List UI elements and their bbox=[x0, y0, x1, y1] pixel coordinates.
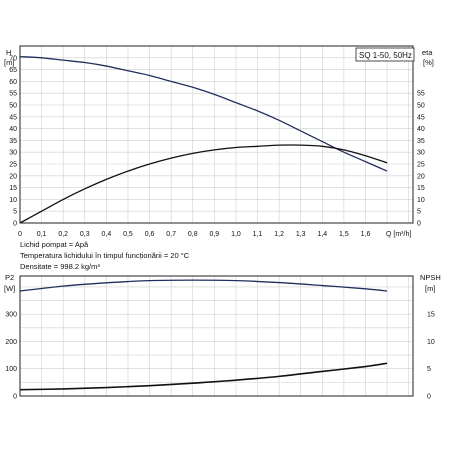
head-tick-label: 35 bbox=[9, 138, 17, 145]
x-tick-label: 0,5 bbox=[123, 231, 133, 238]
x-tick-label: 0,7 bbox=[166, 231, 176, 238]
efficiency-tick-label: 55 bbox=[417, 91, 425, 98]
efficiency-axis-unit: [%] bbox=[423, 58, 434, 67]
efficiency-tick-label: 5 bbox=[417, 209, 421, 216]
x-tick-label: 1,3 bbox=[296, 231, 306, 238]
power-tick-label: 0 bbox=[13, 394, 17, 401]
head-tick-label: 30 bbox=[9, 150, 17, 157]
power-tick-label: 100 bbox=[5, 366, 17, 373]
power-axis-label: P2 bbox=[5, 273, 14, 282]
head-tick-label: 60 bbox=[9, 79, 17, 86]
head-curve bbox=[19, 55, 388, 172]
x-tick-label: 0,1 bbox=[37, 231, 47, 238]
head-tick-label: 40 bbox=[9, 126, 17, 133]
x-tick-label: 0,2 bbox=[58, 231, 68, 238]
x-tick-label: 1,5 bbox=[339, 231, 349, 238]
npsh-axis-unit: [m] bbox=[425, 284, 435, 293]
efficiency-tick-label: 50 bbox=[417, 103, 425, 110]
power-axis-unit: [W] bbox=[4, 284, 15, 293]
head-tick-label: 45 bbox=[9, 114, 17, 121]
head-tick-label: 0 bbox=[13, 221, 17, 228]
x-tick-label: 1,4 bbox=[317, 231, 327, 238]
efficiency-tick-label: 10 bbox=[417, 197, 425, 204]
head-axis-label: H bbox=[6, 48, 11, 57]
info-liquid-temperature: Temperatura lichidului în timpul funcțio… bbox=[20, 251, 190, 260]
x-tick-label: 1,1 bbox=[253, 231, 263, 238]
efficiency-tick-label: 25 bbox=[417, 162, 425, 169]
head-tick-label: 10 bbox=[9, 197, 17, 204]
chart-title-box bbox=[355, 47, 415, 62]
x-tick-label: 1,6 bbox=[361, 231, 371, 238]
efficiency-curve bbox=[19, 144, 388, 224]
npsh-tick-label: 0 bbox=[427, 394, 431, 401]
head-chart-x-ticks: 0 0,1 0,2 0,3 0,4 0,5 0,6 0,7 0,8 0,9 1,0 1,1 1,2 1,3… bbox=[18, 231, 370, 238]
npsh-curve bbox=[19, 362, 388, 391]
power-chart-series bbox=[19, 279, 388, 391]
efficiency-tick-label: 15 bbox=[417, 185, 425, 192]
head-tick-label: 50 bbox=[9, 103, 17, 110]
x-tick-label: 1,0 bbox=[231, 231, 241, 238]
npsh-axis-label: NPSH bbox=[420, 273, 441, 282]
efficiency-tick-label: 20 bbox=[417, 173, 425, 180]
efficiency-axis-label: eta bbox=[422, 48, 433, 57]
efficiency-tick-label: 35 bbox=[417, 138, 425, 145]
efficiency-tick-label: 0 bbox=[417, 221, 421, 228]
x-tick-label: 0,3 bbox=[80, 231, 90, 238]
power-left-ticks: 0 100 200 300 bbox=[5, 312, 17, 401]
x-tick-label: 0,6 bbox=[145, 231, 155, 238]
head-tick-label: 70 bbox=[9, 55, 17, 62]
head-tick-label: 20 bbox=[9, 173, 17, 180]
info-pumped-liquid: Lichid pompat = Apă bbox=[20, 240, 89, 249]
x-tick-label: 1,2 bbox=[274, 231, 284, 238]
head-tick-label: 65 bbox=[9, 67, 17, 74]
npsh-tick-label: 5 bbox=[427, 366, 431, 373]
flow-axis-label: Q [m³/h] bbox=[386, 231, 411, 238]
power-tick-label: 300 bbox=[5, 312, 17, 319]
efficiency-tick-label: 45 bbox=[417, 114, 425, 121]
head-tick-label: 25 bbox=[9, 162, 17, 169]
head-tick-label: 55 bbox=[9, 91, 17, 98]
power-chart-frame bbox=[19, 275, 414, 397]
head-axis-unit: [m] bbox=[4, 58, 14, 67]
npsh-tick-label: 15 bbox=[427, 312, 435, 319]
npsh-right-ticks: 0 5 10 15 bbox=[427, 312, 435, 401]
x-tick-label: 0,9 bbox=[209, 231, 219, 238]
efficiency-tick-label: 30 bbox=[417, 150, 425, 157]
head-chart-left-ticks: 0 5 10 15 20 25 30 35 40 45 50 55 60 65 70 bbox=[9, 55, 17, 227]
power-tick-label: 200 bbox=[5, 339, 17, 346]
x-tick-label: 0,8 bbox=[188, 231, 198, 238]
efficiency-tick-label: 40 bbox=[417, 126, 425, 133]
x-tick-label: 0,4 bbox=[102, 231, 112, 238]
head-chart-frame bbox=[19, 45, 414, 224]
head-tick-label: 15 bbox=[9, 185, 17, 192]
info-density: Densitate = 998.2 kg/m³ bbox=[20, 262, 100, 271]
efficiency-right-ticks: 0 5 10 15 20 25 30 35 40 45 50 55 bbox=[417, 91, 425, 228]
chart-title: SQ 1-50, 50Hz bbox=[359, 51, 412, 60]
head-tick-label: 5 bbox=[13, 209, 17, 216]
x-tick-label: 0 bbox=[18, 231, 22, 238]
npsh-tick-label: 10 bbox=[427, 339, 435, 346]
head-chart-series bbox=[19, 55, 388, 224]
power-curve bbox=[19, 279, 388, 292]
